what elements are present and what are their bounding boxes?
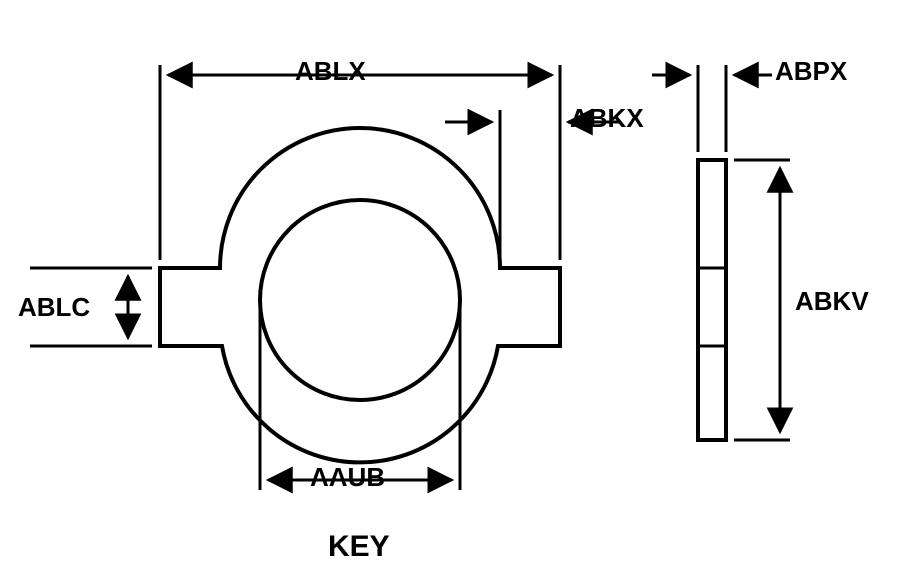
label-ablx: ABLX — [295, 56, 366, 87]
label-ablc: ABLC — [18, 292, 90, 323]
label-abkv: ABKV — [795, 286, 869, 317]
label-abkx: ABKX — [570, 103, 644, 134]
inner-circle — [260, 200, 460, 400]
side-view — [698, 160, 726, 440]
label-abpx: ABPX — [775, 56, 847, 87]
dimension-abpx — [652, 65, 772, 152]
side-profile — [698, 160, 726, 440]
dimension-abkv — [734, 160, 790, 440]
diagram-title: KEY — [328, 530, 390, 564]
diagram-canvas — [0, 0, 902, 586]
label-aaub: AAUB — [310, 462, 385, 493]
